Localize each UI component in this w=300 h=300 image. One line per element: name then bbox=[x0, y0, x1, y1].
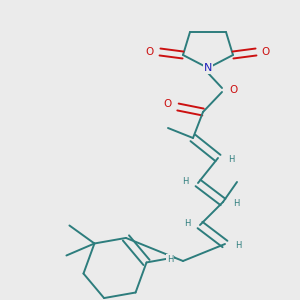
Text: O: O bbox=[164, 99, 172, 109]
Text: O: O bbox=[146, 47, 154, 57]
Text: H: H bbox=[182, 176, 188, 185]
Text: H: H bbox=[184, 218, 190, 227]
Text: N: N bbox=[204, 63, 212, 73]
Text: O: O bbox=[230, 85, 238, 95]
Text: O: O bbox=[262, 47, 270, 57]
Text: H: H bbox=[233, 200, 239, 208]
Text: H: H bbox=[167, 254, 173, 263]
Text: H: H bbox=[235, 242, 241, 250]
Text: H: H bbox=[228, 155, 234, 164]
